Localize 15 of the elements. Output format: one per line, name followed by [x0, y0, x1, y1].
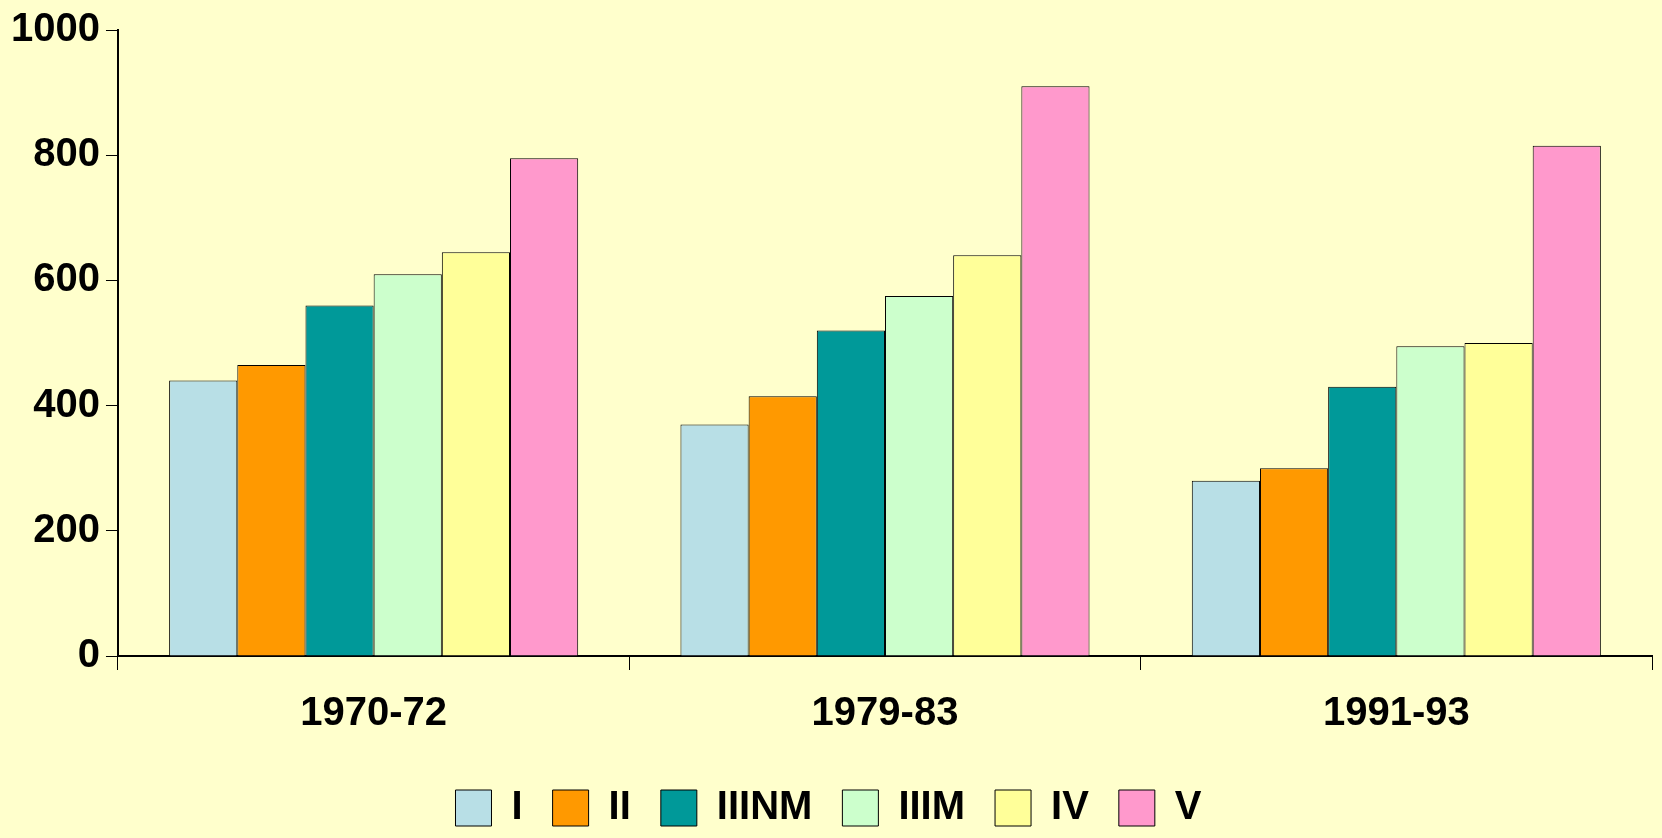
legend-label: II — [608, 783, 631, 828]
y-tick-label: 600 — [33, 255, 100, 300]
y-tick-label: 200 — [33, 505, 100, 550]
y-tick-label: 1000 — [11, 5, 100, 50]
legend-label: IIINM — [716, 783, 813, 828]
legend-label: IV — [1051, 783, 1090, 828]
x-tick-label: 1991-93 — [1322, 689, 1470, 734]
legend-label: V — [1174, 783, 1202, 828]
y-tick-label: 0 — [77, 631, 100, 676]
legend-label: IIIM — [898, 783, 966, 828]
y-tick-label: 800 — [33, 130, 100, 175]
x-tick-label: 1970-72 — [300, 689, 448, 734]
y-tick-label: 400 — [33, 380, 100, 425]
legend-label: I — [511, 783, 523, 828]
x-tick-label: 1979-83 — [811, 689, 959, 734]
